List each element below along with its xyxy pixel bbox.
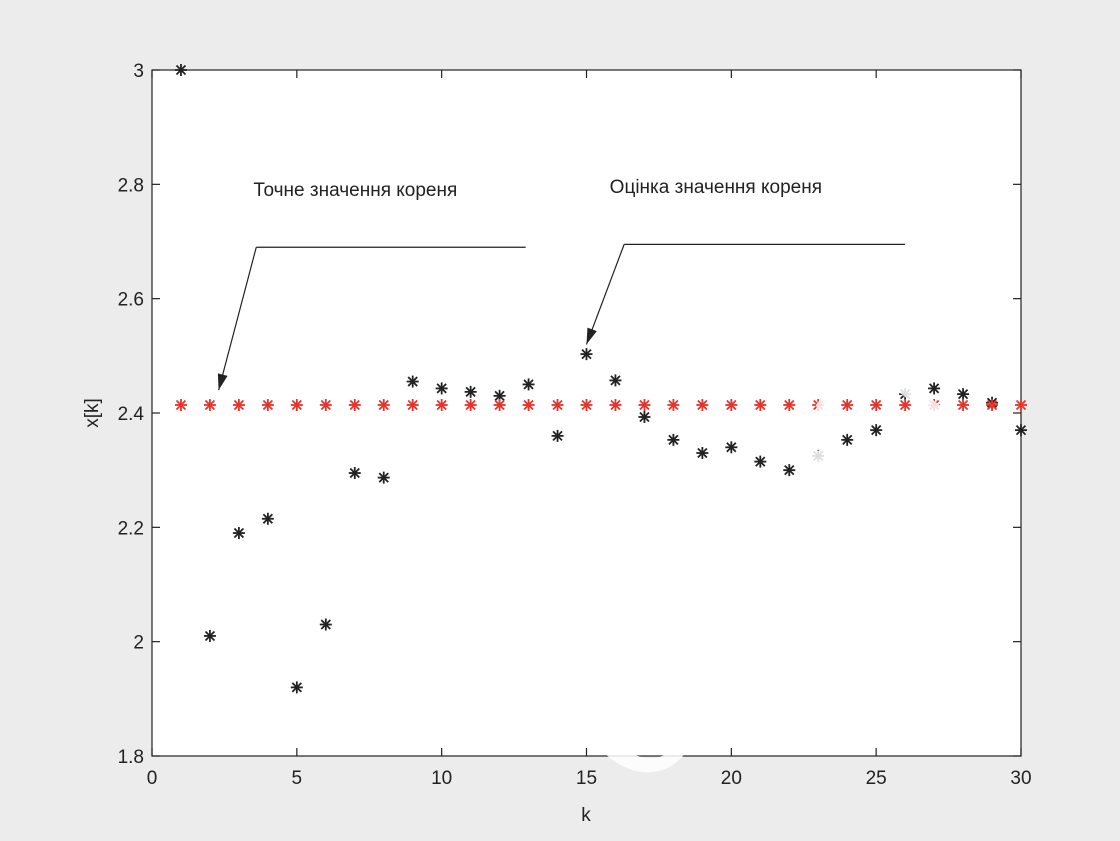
data-point xyxy=(638,399,650,411)
data-point xyxy=(378,399,390,411)
annotation-text: Точне значення кореня xyxy=(253,180,457,201)
x-axis-label: k xyxy=(581,805,591,826)
y-axis-label: x[k] xyxy=(82,398,103,428)
data-point xyxy=(1015,424,1027,436)
data-point xyxy=(609,399,621,411)
data-point xyxy=(667,434,679,446)
data-point xyxy=(1015,399,1027,411)
y-tick-label: 2.8 xyxy=(118,175,144,196)
data-point xyxy=(407,376,419,388)
data-point xyxy=(754,399,766,411)
data-point xyxy=(696,447,708,459)
y-tick-label: 2.4 xyxy=(118,404,145,425)
x-tick-label: 30 xyxy=(1010,768,1031,789)
y-tick-label: 1.8 xyxy=(118,747,144,768)
y-tick-label: 2 xyxy=(133,633,144,654)
data-point xyxy=(349,467,361,479)
data-point xyxy=(523,378,535,390)
data-point xyxy=(552,430,564,442)
x-tick-label: 25 xyxy=(866,768,887,789)
y-tick-label: 3 xyxy=(133,61,144,82)
data-point xyxy=(552,399,564,411)
data-point xyxy=(320,619,332,631)
data-point xyxy=(349,399,361,411)
y-tick-label: 2.2 xyxy=(118,518,144,539)
x-tick-label: 5 xyxy=(292,768,303,789)
data-point xyxy=(175,399,187,411)
data-point xyxy=(233,399,245,411)
data-point xyxy=(465,386,477,398)
data-point xyxy=(378,472,390,484)
data-point xyxy=(609,374,621,386)
data-point xyxy=(262,399,274,411)
data-point xyxy=(465,399,477,411)
data-point xyxy=(204,399,216,411)
data-point xyxy=(725,441,737,453)
data-point xyxy=(638,411,650,423)
data-point xyxy=(581,348,593,360)
data-point xyxy=(696,399,708,411)
data-point xyxy=(291,399,303,411)
annotation-text: Оцінка значення кореня xyxy=(610,177,822,198)
x-tick-label: 15 xyxy=(576,768,597,789)
data-point xyxy=(581,399,593,411)
data-point xyxy=(291,681,303,693)
data-point xyxy=(233,527,245,539)
x-tick-label: 0 xyxy=(147,768,158,789)
x-tick-label: 10 xyxy=(431,768,452,789)
data-point xyxy=(494,399,506,411)
data-point xyxy=(436,382,448,394)
data-point xyxy=(725,399,737,411)
data-point xyxy=(175,64,187,76)
y-tick-label: 2.6 xyxy=(118,290,144,311)
x-tick-label: 20 xyxy=(721,768,742,789)
data-point xyxy=(436,399,448,411)
data-point xyxy=(523,399,535,411)
data-point xyxy=(407,399,419,411)
data-point xyxy=(204,630,216,642)
data-point xyxy=(320,399,332,411)
data-point xyxy=(262,513,274,525)
data-point xyxy=(667,399,679,411)
